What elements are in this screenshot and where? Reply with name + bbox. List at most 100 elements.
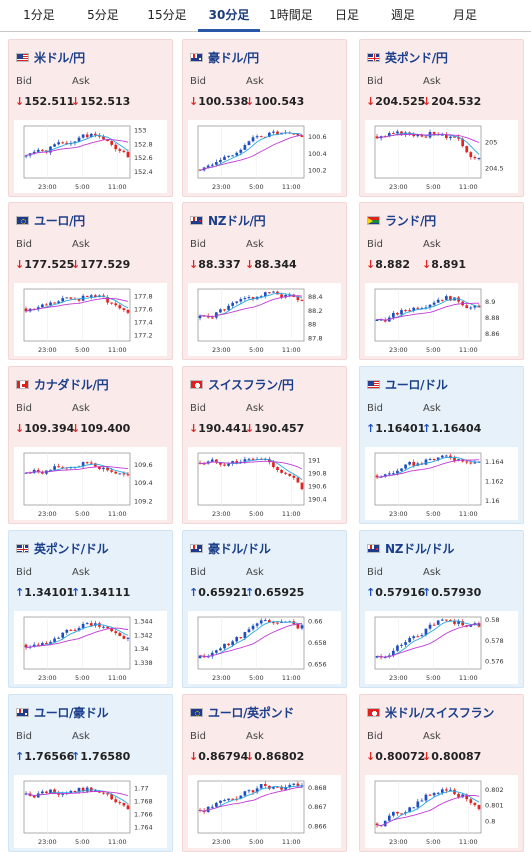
- card-header[interactable]: ランド/円: [367, 212, 436, 228]
- price-chart[interactable]: 88.4 88.2 88 87.8 23:00 5:00 11:00: [188, 283, 341, 356]
- pair-name[interactable]: 英ポンド/ドル: [34, 541, 109, 556]
- bid-label: Bid: [190, 403, 206, 414]
- price-chart[interactable]: 1.344 1.342 1.34 1.338 23:00 5:00 11:00: [14, 611, 167, 684]
- card-header[interactable]: 豪ドル/ドル: [190, 540, 271, 556]
- candle-body: [436, 457, 440, 460]
- tab-4[interactable]: 1時間足: [269, 8, 313, 22]
- candle-body: [243, 459, 247, 462]
- pair-name[interactable]: ランド/円: [385, 213, 436, 228]
- ask-value: ↑1.76580: [71, 750, 131, 763]
- candle-body: [36, 644, 40, 646]
- tab-0[interactable]: 1分足: [23, 8, 55, 22]
- pair-name[interactable]: スイスフラン/円: [208, 377, 294, 392]
- price-chart[interactable]: 0.868 0.867 0.866 23:00 5:00 11:00: [188, 775, 341, 848]
- ask-value: ↓109.400: [71, 422, 131, 435]
- price-chart[interactable]: 109.6 109.4 109.2 23:00 5:00 11:00: [14, 447, 167, 520]
- rate-card[interactable]: ユーロ/円 Bid Ask ↓177.525 ↓177.529 177.8 177.6 177…: [8, 202, 173, 360]
- card-header[interactable]: NZドル/円: [190, 212, 266, 228]
- candle-body: [404, 642, 407, 645]
- rate-card[interactable]: 米ドル/円 Bid Ask ↓152.511 ↓152.513 153 152.8 152.6…: [8, 39, 173, 197]
- tab-3[interactable]: 30分足: [198, 0, 260, 32]
- rate-card[interactable]: カナダドル/円 Bid Ask ↓109.394 ↓109.400 109.6 109.4 1…: [8, 366, 173, 524]
- price-chart[interactable]: 177.8 177.6 177.4 177.2 23:00 5:00 11:00: [14, 283, 167, 356]
- rate-card[interactable]: 米ドル/スイスフラン Bid Ask ↓0.80072 ↓0.80087 0.802 0.8…: [359, 694, 524, 852]
- card-header[interactable]: 英ポンド/ドル: [16, 540, 109, 556]
- rate-card[interactable]: スイスフラン/円 Bid Ask ↓190.441 ↓190.457 191 190.8 19…: [182, 366, 347, 524]
- candle-body: [61, 298, 65, 302]
- y-tick-label: 0.656: [308, 661, 327, 669]
- candlestick-chart: 1.344 1.342 1.34 1.338 23:00 5:00 11:00: [14, 611, 167, 684]
- card-header[interactable]: 米ドル/スイスフラン: [367, 704, 494, 720]
- rate-card[interactable]: 英ポンド/円 Bid Ask ↓204.525 ↓204.532 205 204.5 23:0…: [359, 39, 524, 197]
- pair-name[interactable]: ユーロ/円: [34, 213, 85, 228]
- pair-name[interactable]: 米ドル/スイスフラン: [385, 705, 495, 720]
- card-header[interactable]: カナダドル/円: [16, 376, 109, 392]
- pair-name[interactable]: ユーロ/ドル: [385, 377, 448, 392]
- price-chart[interactable]: 1.77 1.768 1.766 1.764 23:00 5:00 11:00: [14, 775, 167, 848]
- rate-card[interactable]: 英ポンド/ドル Bid Ask ↑1.34101 ↑1.34111 1.344 1.342 1…: [8, 530, 173, 688]
- tab-7[interactable]: 月足: [452, 8, 477, 22]
- x-tick-label: 11:00: [282, 510, 301, 518]
- candle-body: [404, 310, 407, 312]
- x-tick-label: 11:00: [108, 510, 127, 518]
- rate-card[interactable]: ランド/円 Bid Ask ↓8.882 ↓8.891 8.9 8.88 8.86 23:00 5…: [359, 202, 524, 360]
- candle-body: [375, 823, 379, 826]
- card-header[interactable]: ユーロ/英ポンド: [190, 704, 294, 720]
- rate-card[interactable]: ユーロ/豪ドル Bid Ask ↑1.76566 ↑1.76580 1.77 1.768 1.…: [8, 694, 173, 852]
- candle-body: [215, 459, 218, 463]
- pair-name[interactable]: カナダドル/円: [34, 377, 109, 392]
- pair-name[interactable]: 英ポンド/円: [385, 50, 448, 65]
- ma-long-line: [376, 302, 479, 321]
- down-arrow-icon: ↓: [245, 750, 255, 763]
- pair-name[interactable]: NZドル/ドル: [385, 541, 455, 556]
- rate-card[interactable]: NZドル/円 Bid Ask ↓88.337 ↓88.344 88.4 88.2 88 87.8…: [182, 202, 347, 360]
- ask-label: Ask: [72, 239, 90, 250]
- card-header[interactable]: NZドル/ドル: [367, 540, 454, 556]
- rate-card[interactable]: NZドル/ドル Bid Ask ↑0.57916 ↑0.57930 0.58 0.578 0.…: [359, 530, 524, 688]
- card-header[interactable]: ユーロ/ドル: [367, 376, 448, 392]
- pair-name[interactable]: 豪ドル/円: [208, 50, 259, 65]
- price-chart[interactable]: 0.802 0.801 0.8 23:00 5:00 11:00: [365, 775, 518, 848]
- card-header[interactable]: スイスフラン/円: [190, 376, 294, 392]
- price-chart[interactable]: 0.66 0.658 0.656 23:00 5:00 11:00: [188, 611, 341, 684]
- us-flag: [367, 379, 380, 389]
- y-tick-label: 0.867: [308, 803, 327, 811]
- price-chart[interactable]: 0.58 0.578 0.576 23:00 5:00 11:00: [365, 611, 518, 684]
- price-chart[interactable]: 8.9 8.88 8.86 23:00 5:00 11:00: [365, 283, 518, 356]
- x-tick-label: 11:00: [108, 183, 127, 191]
- price-chart[interactable]: 191 190.8 190.6 190.4 23:00 5:00 11:00: [188, 447, 341, 520]
- y-tick-label: 109.2: [134, 497, 153, 505]
- rate-card[interactable]: ユーロ/ドル Bid Ask ↑1.16401 ↑1.16404 1.164 1.162 1.…: [359, 366, 524, 524]
- candle-body: [272, 622, 275, 624]
- tab-5[interactable]: 日足: [334, 8, 359, 22]
- card-header[interactable]: 英ポンド/円: [367, 49, 448, 65]
- candle-body: [126, 151, 130, 158]
- candle-body: [36, 469, 40, 472]
- x-tick-label: 11:00: [282, 674, 301, 682]
- rate-card[interactable]: 豪ドル/ドル Bid Ask ↑0.65921 ↑0.65925 0.66 0.658 0.6…: [182, 530, 347, 688]
- pair-name[interactable]: 豪ドル/ドル: [208, 541, 271, 556]
- card-header[interactable]: ユーロ/豪ドル: [16, 704, 109, 720]
- card-header[interactable]: 米ドル/円: [16, 49, 85, 65]
- card-header[interactable]: 豪ドル/円: [190, 49, 259, 65]
- pair-name[interactable]: 米ドル/円: [34, 50, 85, 65]
- tab-1[interactable]: 5分足: [87, 8, 119, 22]
- card-header[interactable]: ユーロ/円: [16, 212, 85, 228]
- pair-name[interactable]: ユーロ/英ポンド: [208, 705, 294, 720]
- rate-card[interactable]: 豪ドル/円 Bid Ask ↓100.538 ↓100.543 100.6 100.4 100…: [182, 39, 347, 197]
- candle-body: [126, 310, 130, 313]
- pair-name[interactable]: NZドル/円: [208, 213, 266, 228]
- price-chart[interactable]: 205 204.5 23:00 5:00 11:00: [365, 120, 518, 193]
- candle-body: [219, 648, 222, 651]
- y-tick-label: 1.164: [485, 458, 504, 466]
- price-chart[interactable]: 100.6 100.4 100.2 23:00 5:00 11:00: [188, 120, 341, 193]
- price-chart[interactable]: 153 152.8 152.6 152.4 23:00 5:00 11:00: [14, 120, 167, 193]
- pair-name[interactable]: ユーロ/豪ドル: [34, 705, 109, 720]
- tab-6[interactable]: 週足: [390, 8, 415, 22]
- price-chart[interactable]: 1.164 1.162 1.16 23:00 5:00 11:00: [365, 447, 518, 520]
- rate-card[interactable]: ユーロ/英ポンド Bid Ask ↓0.86794 ↓0.86802 0.868 0.867…: [182, 694, 347, 852]
- candle-body: [239, 299, 243, 302]
- candle-body: [445, 455, 448, 457]
- down-arrow-icon: ↓: [366, 258, 376, 271]
- tab-2[interactable]: 15分足: [147, 8, 187, 22]
